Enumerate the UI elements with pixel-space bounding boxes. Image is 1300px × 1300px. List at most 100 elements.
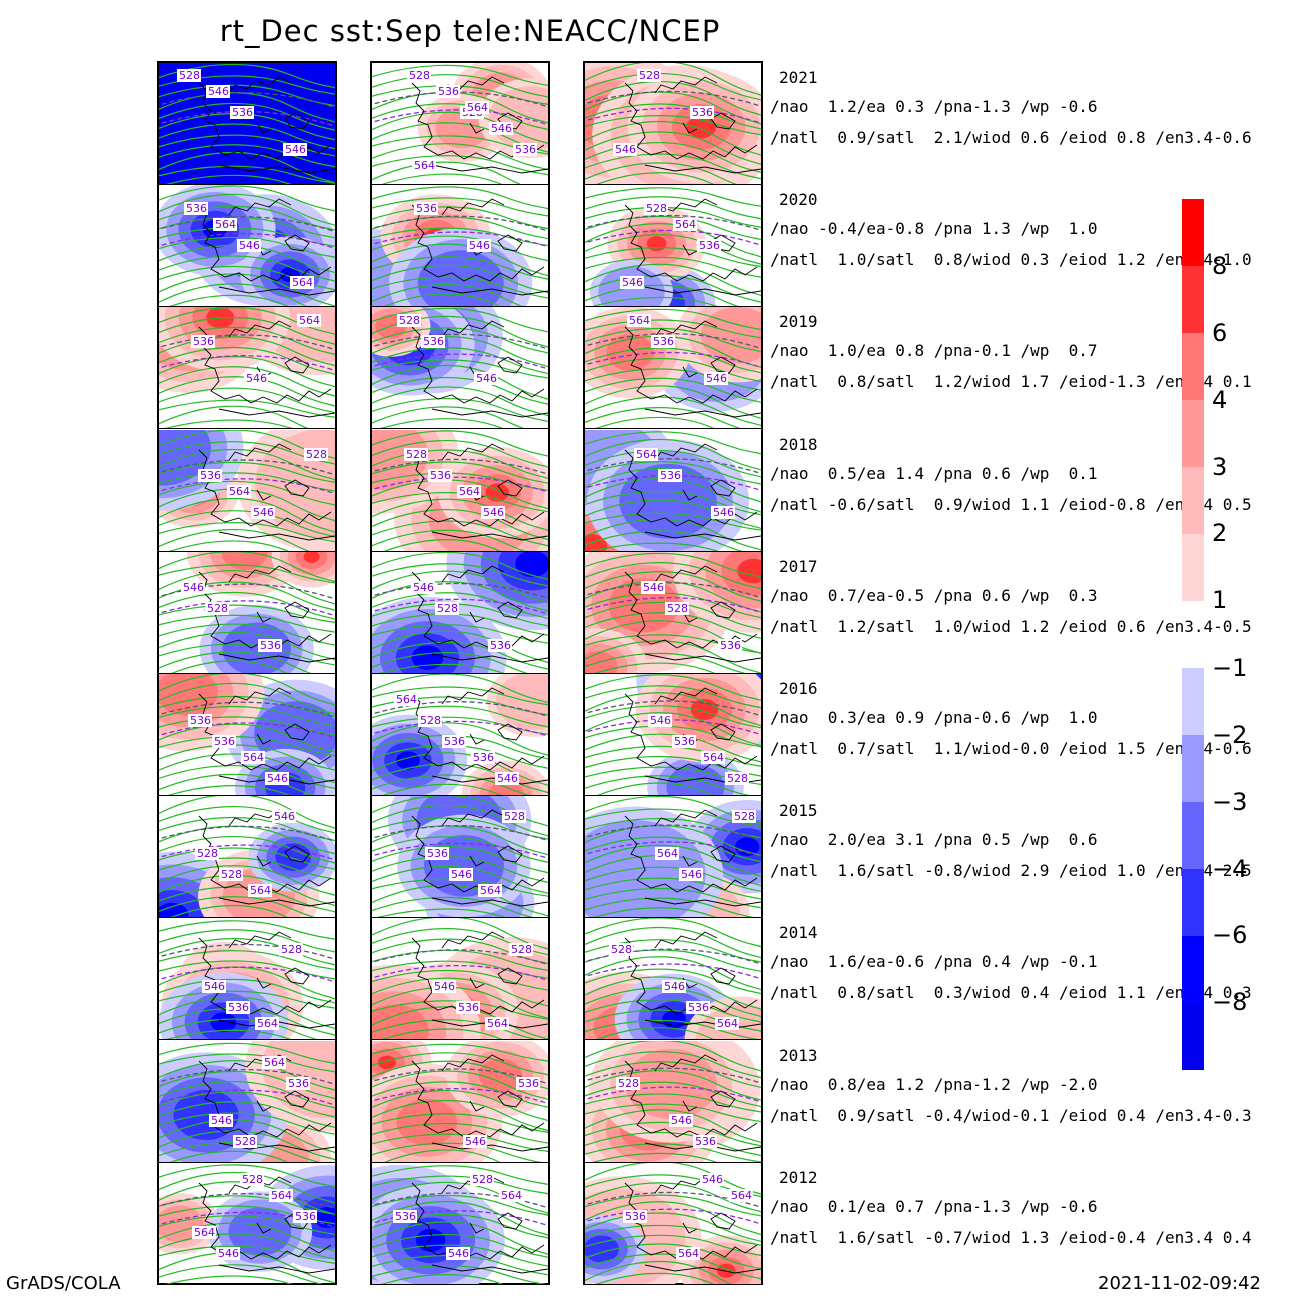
geopotential-contour [159, 440, 335, 465]
contour-label-text: 536 [427, 847, 448, 860]
geopotential-contour [585, 1009, 761, 1033]
geopotential-contour [159, 1171, 335, 1204]
contour-label-text: 564 [414, 159, 435, 172]
geopotential-contour [159, 1080, 335, 1109]
geopotential-contour [372, 878, 548, 898]
geopotential-contour [372, 216, 548, 240]
contour-label-text: 528 [420, 714, 441, 727]
geopotential-contour [585, 766, 761, 786]
geopotential-contour [164, 419, 293, 429]
map-column-1: 528 536 546 546 536 546 564 564 536 546 564 536 546 5… [157, 61, 337, 1285]
contour-label: 564 [655, 847, 679, 861]
geopotential-contour [159, 273, 335, 307]
geopotential-contour [159, 865, 335, 897]
geopotential-contour [585, 1194, 761, 1217]
geopotential-contour [372, 716, 548, 735]
geopotential-contour [372, 308, 548, 333]
contour-label: 528 [177, 69, 201, 82]
contour-label-text: 564 [501, 1189, 522, 1202]
geopotential-contour [585, 652, 746, 673]
geopotential-contour [372, 461, 548, 484]
map-panel-2013-3: 536 528 546 [585, 1040, 761, 1163]
teleconnection-indices: /nao 0.1/ea 0.7 /pna-1.3 /wp -0.6 [770, 1196, 1098, 1216]
colorbar-tick-label: −8 [1212, 988, 1248, 1016]
ocean-indices: /natl -0.6/satl 0.9/wiod 1.1 /eiod-0.8 /… [770, 494, 1252, 514]
geopotential-contour [159, 1233, 335, 1260]
contour-label-text: 546 [253, 506, 274, 519]
contour-label: 536 [686, 1001, 710, 1015]
climatology-contour [372, 1209, 548, 1227]
geopotential-contour [159, 886, 335, 913]
negative-anomaly-area [222, 622, 292, 673]
colorbar-swatch [1182, 400, 1204, 467]
geopotential-contour [585, 430, 761, 455]
contour-label-text: 546 [483, 506, 504, 519]
geopotential-contour [372, 970, 548, 992]
geopotential-contour [585, 866, 761, 893]
geopotential-contour [585, 518, 761, 551]
geopotential-contour [159, 134, 335, 157]
contour-label: 528 [644, 202, 668, 216]
map-svg: 536 546 [372, 186, 548, 307]
geopotential-contour [585, 836, 761, 863]
ocean-indices: /natl 1.6/satl -0.7/wiod 1.3 /eiod-0.4 /… [770, 1227, 1252, 1247]
geopotential-contour [380, 418, 504, 429]
contour-label: 546 [209, 1113, 233, 1127]
geopotential-contour [585, 438, 761, 471]
geopotential-contour [585, 1212, 761, 1242]
contour-label: 528 [205, 601, 229, 615]
ocean-indices: /natl 1.2/satl 1.0/wiod 1.2 /eiod 0.6 /e… [770, 616, 1252, 636]
contour-label: 564 [394, 693, 418, 706]
contour-label: 536 [212, 735, 236, 748]
contour-label: 528 [470, 1172, 494, 1186]
contour-label: 546 [495, 772, 519, 785]
contour-label-text: 546 [643, 581, 664, 594]
colorbar-tick-label: 2 [1212, 519, 1228, 547]
climatology-contour [585, 333, 761, 350]
geopotential-contour [585, 611, 761, 639]
contour-label-text: 528 [406, 448, 427, 461]
coastline [624, 76, 761, 174]
geopotential-contour [372, 439, 548, 468]
contour-label: 546 [244, 372, 268, 386]
contour-label-text: 536 [200, 469, 221, 482]
geopotential-contour [159, 920, 335, 941]
map-svg: 536 546 528 [372, 307, 548, 429]
geopotential-contour [159, 604, 335, 623]
geopotential-contour [372, 111, 548, 145]
geopotential-contour [585, 72, 761, 101]
geopotential-contour [372, 1200, 548, 1236]
contour-label: 528 [435, 601, 459, 615]
geopotential-contour [159, 753, 335, 784]
geopotential-contour [159, 406, 309, 429]
geopotential-contour [372, 284, 523, 307]
geopotential-contour [596, 172, 714, 184]
contour-label: 528 [509, 943, 533, 957]
ocean-indices: /natl 0.9/satl 2.1/wiod 0.6 /eiod 0.8 /e… [770, 128, 1252, 147]
geopotential-contour [585, 81, 761, 116]
geopotential-contour [159, 591, 335, 620]
contour-label-text: 564 [229, 485, 250, 498]
contour-label: 564 [499, 1188, 523, 1202]
climatology-contour [159, 1068, 335, 1085]
contour-label: 546 [467, 239, 491, 253]
coastline [624, 320, 761, 418]
geopotential-contour [585, 530, 743, 551]
geopotential-contour [159, 1008, 335, 1037]
colorbar-swatch [1182, 802, 1204, 869]
climatology-contour [585, 107, 761, 124]
climatology-contour [372, 720, 548, 737]
coastline [411, 687, 548, 785]
geopotential-contour [591, 297, 718, 307]
contour-label: 546 [481, 505, 505, 519]
geopotential-contour [372, 551, 548, 580]
geopotential-contour [384, 1149, 501, 1162]
negative-anomaly-area [515, 551, 548, 577]
geopotential-contour [585, 206, 761, 229]
contour-label: 564 [729, 1188, 753, 1202]
map-panel-2020-1: 536 546 564 564 [159, 185, 335, 308]
map-panel-2021-3: 528 536 546 [585, 63, 761, 185]
geopotential-contour [372, 624, 548, 644]
contour-label: 536 [414, 202, 438, 216]
